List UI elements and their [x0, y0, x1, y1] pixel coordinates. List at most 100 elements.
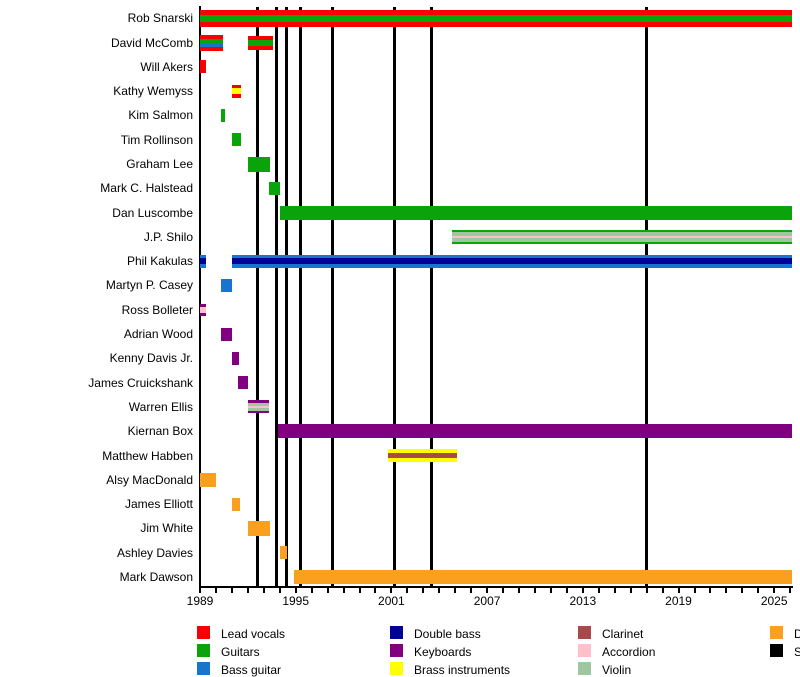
legend-label: S: [794, 644, 800, 659]
x-axis-tick: [246, 588, 249, 593]
x-axis-tick: [741, 588, 744, 593]
member-bar: [231, 497, 240, 511]
x-axis-tick: [757, 588, 760, 593]
bar-stripe-accordion: [200, 307, 207, 313]
bar-stripe-guitars: [200, 38, 224, 43]
studio-album-marker-line: [284, 7, 288, 586]
bar-stripe-guitars: [200, 14, 792, 22]
x-axis-tick: [773, 588, 776, 593]
studio-album-marker-line: [330, 7, 334, 586]
legend-label: Clarinet: [602, 626, 644, 641]
bar-stripe-lead_vocals: [200, 46, 224, 51]
x-axis-tick: [406, 588, 409, 593]
bar-stripe-brass_instruments: [231, 87, 242, 95]
x-axis-tick: [661, 588, 664, 593]
member-bar: [200, 60, 207, 74]
x-axis-tick: [597, 588, 600, 593]
x-axis-tick-label: 2001: [378, 594, 405, 608]
bar-stripe-lead_vocals: [247, 45, 274, 50]
bar-stripe-drums: [200, 472, 216, 487]
legend-swatch-lead_vocals: [197, 626, 210, 639]
x-axis-tick: [262, 588, 265, 593]
member-label: Mark C. Halstead: [100, 181, 193, 196]
x-axis-tick: [725, 588, 728, 593]
x-axis-tick: [422, 588, 425, 593]
member-bar: [388, 449, 457, 463]
member-label: James Cruickshank: [88, 375, 193, 390]
bar-stripe-double_bass: [200, 257, 207, 265]
studio-album-marker-line: [299, 7, 302, 586]
member-label: Ross Bolleter: [121, 302, 193, 317]
x-axis-tick-label: 2019: [665, 594, 692, 608]
member-bar: [231, 133, 242, 147]
x-axis-tick: [581, 588, 584, 593]
member-label: J.P. Shilo: [143, 229, 193, 244]
member-label: Adrian Wood: [123, 327, 193, 342]
bar-stripe-lead_vocals: [231, 84, 242, 88]
bar-stripe-guitars: [279, 205, 792, 220]
bar-stripe-lead_vocals: [200, 9, 792, 15]
legend-label: Keyboards: [414, 644, 472, 659]
bar-stripe-bass_guitar: [220, 278, 232, 292]
member-bar: [247, 156, 271, 172]
legend-swatch-violin: [578, 662, 591, 675]
member-label: James Elliott: [124, 497, 193, 512]
bar-stripe-keyboards: [247, 400, 270, 403]
bar-stripe-bass_guitar: [200, 254, 207, 258]
x-axis-tick: [342, 588, 345, 593]
bar-stripe-violin: [247, 402, 270, 407]
member-bar: [247, 520, 271, 536]
member-bar: [278, 424, 792, 439]
x-axis-line: [199, 586, 793, 588]
member-label: Warren Ellis: [128, 399, 193, 414]
x-axis-tick-label: 2007: [473, 594, 501, 608]
member-bar: [238, 376, 248, 390]
x-axis-tick: [534, 588, 536, 593]
member-label: Kenny Davis Jr.: [109, 351, 193, 366]
member-bar: [200, 472, 216, 487]
bar-stripe-violin: [247, 407, 270, 411]
bar-stripe-lead_vocals: [200, 60, 207, 74]
bar-stripe-guitars: [247, 156, 271, 172]
legend-swatch-drums: [770, 626, 783, 639]
member-label: Alsy MacDonald: [106, 472, 193, 487]
x-axis-tick: [565, 588, 568, 593]
bar-stripe-guitars: [268, 181, 280, 195]
legend-label: Bass guitar: [221, 662, 282, 677]
member-bar: [231, 351, 240, 365]
member-bar: [294, 570, 792, 584]
x-axis-tick: [230, 588, 233, 593]
x-axis-tick: [693, 588, 696, 593]
bar-stripe-violin: [452, 237, 792, 242]
legend-swatch-keyboards: [390, 644, 403, 657]
member-bar: [200, 34, 224, 51]
bar-stripe-lead_vocals: [231, 94, 242, 98]
member-label: Kathy Wemyss: [113, 84, 193, 99]
x-axis-tick: [454, 588, 457, 593]
x-axis-tick: [374, 588, 377, 593]
bar-stripe-lead_vocals: [200, 21, 792, 27]
legend-label: D: [794, 626, 800, 641]
x-axis-tick-label: 1995: [282, 594, 310, 608]
member-bar: [247, 35, 274, 50]
member-bar: [220, 327, 232, 341]
bar-stripe-guitars: [247, 39, 274, 46]
bar-stripe-lead_vocals: [247, 35, 274, 40]
legend-swatch-double_bass: [390, 626, 403, 639]
bar-stripe-drums: [247, 520, 271, 536]
studio-album-marker-line: [275, 7, 279, 586]
bar-stripe-keyboards: [278, 424, 792, 439]
member-label: Kiernan Box: [127, 424, 193, 439]
x-axis-tick: [438, 588, 441, 593]
x-axis-tick: [214, 588, 217, 593]
bar-stripe-drums: [231, 497, 240, 511]
x-axis-tick: [549, 588, 552, 593]
x-axis-tick: [645, 588, 648, 593]
x-axis-tick: [613, 588, 616, 593]
legend-swatch-brass_instruments: [390, 662, 403, 675]
legend-swatch-studio_albums: [770, 644, 783, 657]
member-label: Martyn P. Casey: [105, 278, 193, 293]
legend-swatch-bass_guitar: [197, 662, 210, 675]
x-axis-tick: [310, 588, 313, 593]
